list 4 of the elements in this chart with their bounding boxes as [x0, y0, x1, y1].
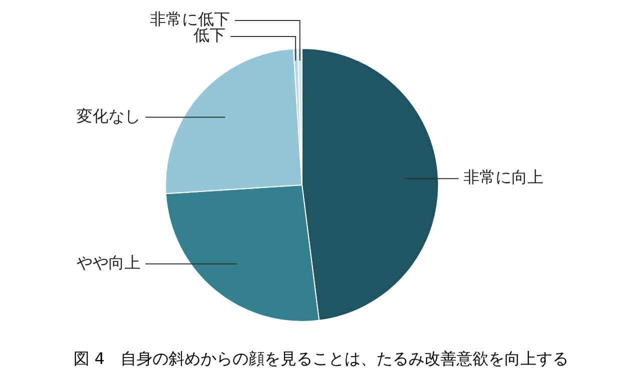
slice-label: 変化なし [76, 106, 140, 126]
slice-label: 非常に向上 [464, 168, 544, 187]
text: 図 4 自身の斜めからの顔を見ることは、たるみ改善意欲を向上する [72, 349, 570, 370]
slice-label: やや向上 [76, 253, 140, 272]
